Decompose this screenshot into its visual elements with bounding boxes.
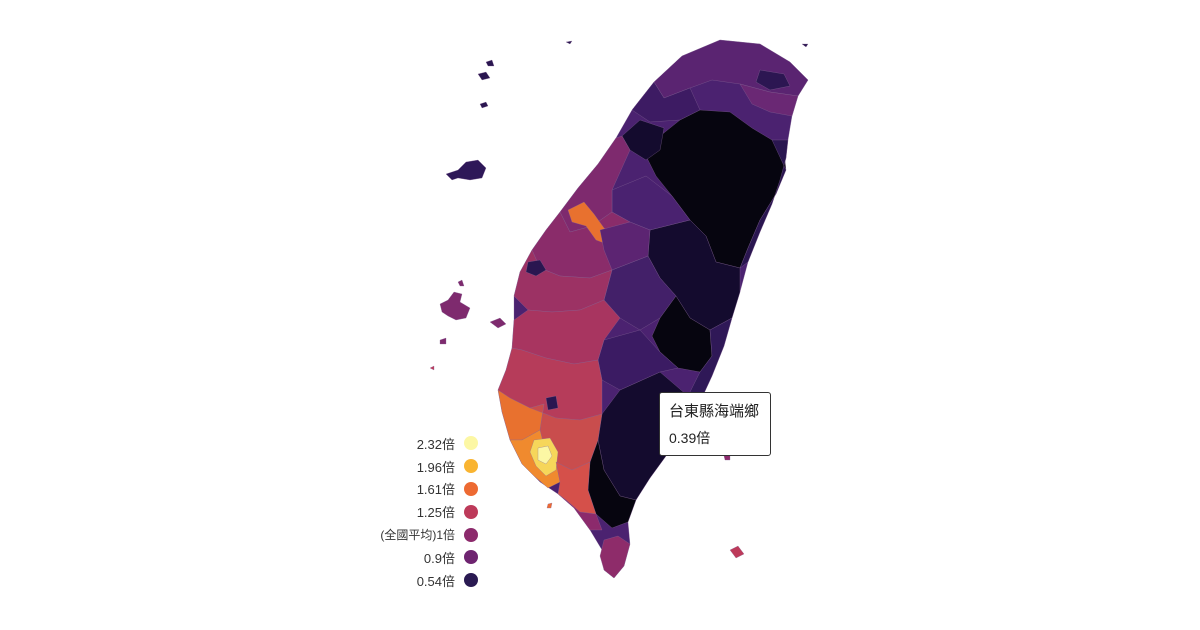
- legend-label: 0.54倍: [416, 573, 455, 589]
- region-central-purple[interactable]: [599, 221, 651, 271]
- legend-label: 1.61倍: [416, 482, 455, 498]
- legend-swatch: [464, 504, 478, 519]
- legend-swatch: [464, 459, 478, 474]
- legend-swatch: [464, 550, 478, 565]
- island-orchid[interactable]: [729, 545, 745, 559]
- legend-item: 0.54倍: [376, 569, 478, 592]
- island-penghu-2[interactable]: [489, 317, 507, 329]
- island-matsu[interactable]: [477, 71, 491, 81]
- island-penghu-3[interactable]: [439, 337, 447, 345]
- legend-label: 1.96倍: [416, 459, 455, 475]
- region-tooltip: 台東縣海端鄉 0.39倍: [659, 392, 771, 456]
- island-matsu-2[interactable]: [485, 59, 495, 67]
- legend-swatch: [464, 436, 478, 451]
- legend-item: 1.61倍: [376, 478, 478, 501]
- legend-label: 1.25倍: [416, 505, 455, 521]
- island-matsu-4[interactable]: [565, 40, 573, 45]
- island-kinmen[interactable]: [445, 159, 487, 181]
- region-tainan-dark-spot[interactable]: [545, 395, 559, 411]
- island-liuqiu[interactable]: [546, 502, 553, 509]
- region-north-3[interactable]: [739, 83, 799, 117]
- legend-swatch: [464, 573, 478, 588]
- legend-item: 1.96倍: [376, 455, 478, 478]
- tooltip-region-value: 0.39倍: [669, 430, 711, 446]
- legend-label: (全國平均)1倍: [380, 528, 455, 543]
- island-penghu[interactable]: [439, 291, 471, 321]
- region-north-4[interactable]: [755, 69, 791, 91]
- legend-label: 2.32倍: [416, 436, 455, 452]
- legend-item: (全國平均)1倍: [376, 523, 478, 546]
- legend-label: 0.9倍: [423, 550, 455, 566]
- legend-item: 0.9倍: [376, 546, 478, 569]
- legend-item: 2.32倍: [376, 432, 478, 455]
- legend-item: 1.25倍: [376, 500, 478, 523]
- island-north-tiny[interactable]: [801, 43, 809, 48]
- region-southern-tip[interactable]: [599, 535, 631, 579]
- region-west-dark-spot[interactable]: [525, 259, 547, 277]
- region-east-coast-north[interactable]: [739, 139, 789, 269]
- island-penghu-5[interactable]: [429, 365, 435, 371]
- legend-swatch: [464, 527, 478, 542]
- legend: 2.32倍 1.96倍 1.61倍 1.25倍 (全國平均)1倍 0.9倍 0.…: [376, 432, 478, 592]
- tooltip-region-name: 台東縣海端鄉: [669, 403, 760, 420]
- island-penghu-4[interactable]: [457, 279, 465, 287]
- region-pingtung-coast[interactable]: [557, 493, 603, 531]
- region-kaohsiung-lightyellow[interactable]: [537, 445, 553, 465]
- island-matsu-3[interactable]: [479, 101, 489, 109]
- legend-swatch: [464, 481, 478, 496]
